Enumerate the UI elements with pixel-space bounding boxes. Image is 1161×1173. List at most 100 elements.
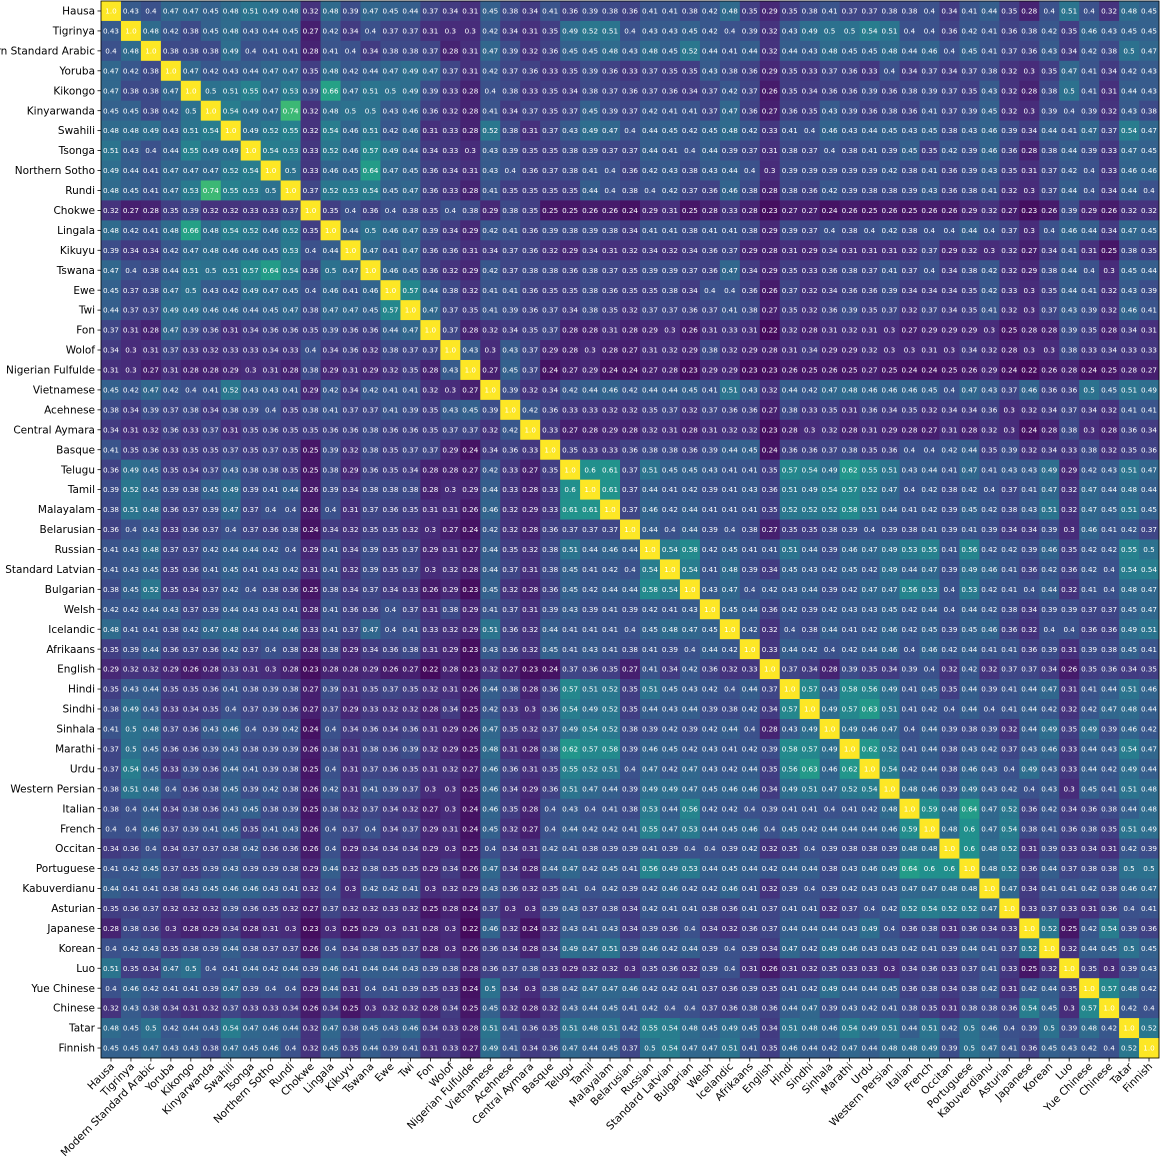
cell-value-label: 0.29 (602, 425, 618, 434)
cell-value-label: 0.32 (1101, 405, 1117, 414)
cell-value-label: 0.34 (662, 665, 678, 674)
cell-value-label: 0.31 (263, 366, 279, 375)
cell-value-label: 0.27 (1001, 206, 1017, 215)
cell-value-label: 0.36 (143, 445, 159, 454)
heatmap-cell (460, 20, 481, 42)
cell-value-label: 0.37 (1041, 186, 1057, 195)
cell-value-label: 0.39 (961, 146, 977, 155)
cell-value-label: 0.38 (283, 685, 299, 694)
cell-value-label: 0.48 (642, 46, 658, 55)
cell-value-label: 0.36 (1041, 386, 1057, 395)
cell-value-label: 0.58 (602, 744, 618, 753)
cell-value-label: 0.36 (742, 405, 758, 414)
cell-value-label: 0.37 (163, 824, 179, 833)
cell-value-label: 0.44 (802, 585, 818, 594)
cell-value-label: 0.49 (961, 784, 977, 793)
cell-value-label: 0.26 (303, 844, 319, 853)
heatmap-cell (360, 1, 381, 22)
cell-value-label: 0.44 (1041, 864, 1057, 873)
cell-value-label: 0.43 (862, 605, 878, 614)
cell-value-label: 0.43 (882, 884, 898, 893)
cell-value-label: 0.22 (1021, 366, 1037, 375)
cell-value-label: 0.46 (882, 824, 898, 833)
cell-value-label: 0.29 (343, 844, 359, 853)
cell-value-label: 0.52 (822, 505, 838, 514)
heatmap-cell (220, 20, 242, 42)
cell-value-label: 0.44 (402, 7, 418, 16)
cell-value-label: 0.32 (1021, 405, 1037, 414)
heatmap-cell (560, 40, 581, 62)
cell-value-label: 0.38 (462, 206, 478, 215)
heatmap-cell (540, 40, 561, 62)
cell-value-label: 0.48 (203, 226, 219, 235)
cell-value-label: 0.36 (682, 445, 698, 454)
cell-value-label: 0.5 (205, 266, 216, 275)
cell-value-label: 0.33 (502, 465, 518, 474)
cell-value-label: 0.38 (981, 66, 997, 75)
cell-value-label: 0.39 (961, 166, 977, 175)
cell-value-label: 0.44 (961, 685, 977, 694)
cell-value-label: 0.39 (842, 525, 858, 534)
cell-value-label: 0.36 (1101, 904, 1117, 913)
cell-value-label: 0.32 (303, 126, 319, 135)
cell-value-label: 0.28 (1041, 326, 1057, 335)
cell-value-label: 0.42 (183, 625, 199, 634)
cell-value-label: 0.44 (1141, 266, 1157, 275)
cell-value-label: 0.4 (305, 346, 317, 355)
cell-value-label: 0.46 (742, 824, 758, 833)
cell-value-label: 0.39 (203, 944, 219, 953)
cell-value-label: 0.39 (1041, 605, 1057, 614)
cell-value-label: 0.37 (622, 485, 638, 494)
cell-value-label: 0.34 (1021, 884, 1037, 893)
cell-value-label: 0.37 (442, 425, 458, 434)
cell-value-label: 0.34 (522, 7, 538, 16)
cell-value-label: 0.47 (722, 585, 738, 594)
cell-value-label: 0.35 (263, 904, 279, 913)
heatmap-cell (979, 80, 1000, 102)
cell-value-label: 0.25 (1101, 366, 1117, 375)
cell-value-label: 0.44 (961, 605, 977, 614)
cell-value-label: 0.51 (582, 685, 598, 694)
cell-value-label: 0.39 (502, 386, 518, 395)
cell-value-label: 0.44 (1021, 705, 1037, 714)
cell-value-label: 0.47 (402, 226, 418, 235)
cell-value-label: 0.56 (862, 685, 878, 694)
cell-value-label: 0.48 (123, 46, 139, 55)
cell-value-label: 0.32 (842, 326, 858, 335)
cell-value-label: 0.39 (901, 186, 917, 195)
heatmap-cell (1059, 1, 1080, 22)
cell-value-label: 0.36 (203, 326, 219, 335)
cell-value-label: 0.41 (482, 186, 498, 195)
cell-value-label: 0.41 (901, 685, 917, 694)
cell-value-label: 0.36 (542, 405, 558, 414)
cell-value-label: 0.49 (822, 705, 838, 714)
cell-value-label: 0.5 (265, 186, 276, 195)
cell-value-label: 0.35 (422, 405, 438, 414)
cell-value-label: 0.32 (402, 705, 418, 714)
cell-value-label: 0.31 (522, 27, 538, 36)
cell-value-label: 0.26 (1101, 206, 1117, 215)
cell-value-label: 0.42 (243, 844, 259, 853)
cell-value-label: 0.41 (482, 286, 498, 295)
cell-value-label: 0.39 (582, 7, 598, 16)
cell-value-label: 0.45 (662, 465, 678, 474)
cell-value-label: 0.45 (921, 625, 937, 634)
cell-value-label: 0.6 (964, 824, 976, 833)
cell-value-label: 0.27 (442, 525, 458, 534)
cell-value-label: 0.42 (263, 545, 279, 554)
cell-value-label: 0.32 (1061, 505, 1077, 514)
cell-value-label: 0.26 (183, 665, 199, 674)
cell-value-label: 0.39 (662, 844, 678, 853)
heatmap-cell (620, 60, 641, 82)
cell-value-label: 0.41 (482, 106, 498, 115)
heatmap-cell (1079, 40, 1100, 62)
cell-value-label: 0.33 (722, 206, 738, 215)
cell-value-label: 0.28 (522, 485, 538, 494)
heatmap-cell (320, 80, 341, 102)
cell-value-label: 0.31 (263, 924, 279, 933)
cell-value-label: 0.34 (622, 226, 638, 235)
cell-value-label: 0.43 (921, 186, 937, 195)
cell-value-label: 0.41 (402, 884, 418, 893)
cell-value-label: 0.33 (1101, 146, 1117, 155)
cell-value-label: 0.46 (223, 725, 239, 734)
